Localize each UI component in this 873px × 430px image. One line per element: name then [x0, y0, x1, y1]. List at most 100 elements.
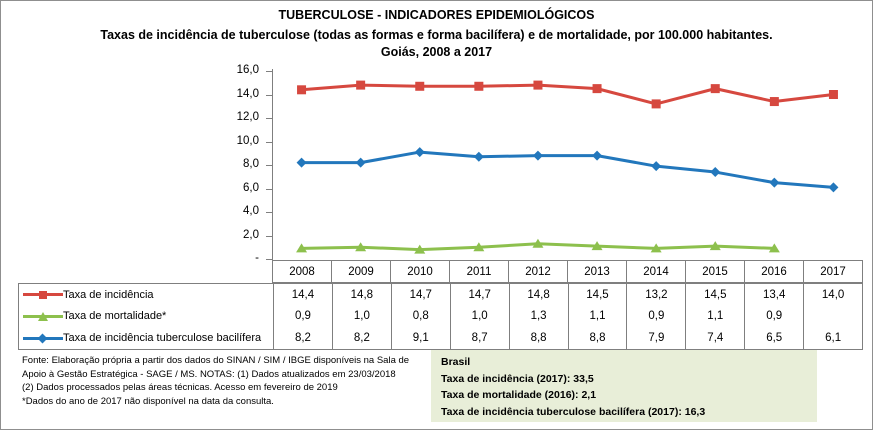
brasil-box-lines: Taxa de incidência (2017): 33,5 Taxa de m…: [441, 371, 807, 421]
triangle-marker-icon: [38, 311, 48, 321]
red-square-series-icon: [23, 288, 63, 302]
year-header-cell: 2013: [567, 261, 626, 282]
y-axis-tick-label: 12,0: [236, 111, 259, 123]
table-value-cell: 6,1: [803, 327, 862, 349]
y-axis-tick: [266, 188, 272, 190]
triangle-data-marker: [532, 238, 544, 248]
year-header-cell: 2010: [390, 261, 449, 282]
table-value-cell: 0,9: [744, 305, 803, 327]
table-value-cell: 14,7: [390, 284, 450, 305]
square-data-marker: [828, 90, 838, 99]
diamond-data-marker: [828, 182, 839, 193]
square-data-marker: [651, 99, 661, 109]
diamond-data-marker: [296, 157, 307, 168]
brasil-box-title: Brasil: [441, 356, 471, 368]
table-value-cell: 7,4: [685, 327, 744, 349]
row-values-incidencia: 14,4 14,8 14,7 14,7 14,8 14,5 13,2 14,5 13,4 14,0: [273, 284, 862, 305]
table-value-cell: 8,2: [273, 327, 332, 349]
table-value-cell: 14,5: [685, 284, 744, 305]
square-data-marker: [592, 84, 602, 94]
triangle-data-marker: [650, 243, 662, 253]
table-value-cell: 1,0: [331, 305, 391, 327]
table-value-cell: 9,1: [390, 327, 450, 349]
year-header-cell: 2011: [449, 261, 508, 282]
y-axis-tick: [266, 94, 272, 96]
source-note-line: (2) Dados processados pelas áreas técnic…: [22, 382, 338, 393]
square-data-marker: [297, 85, 307, 95]
brasil-indicator-line: Taxa de mortalidade (2016): 2,1: [441, 389, 597, 401]
year-header-cell: 2012: [508, 261, 567, 282]
source-note-line: *Dados do ano de 2017 não disponível na …: [22, 395, 274, 407]
year-header-cell: 2015: [685, 261, 744, 282]
year-header-cell: 2009: [331, 261, 390, 282]
table-value-cell: 13,4: [744, 284, 803, 305]
table-value-cell: 8,8: [567, 327, 627, 349]
table-value-cell: 14,7: [449, 284, 509, 305]
table-value-cell: 14,8: [331, 284, 391, 305]
y-axis-tick: [266, 141, 272, 143]
square-data-marker: [769, 97, 779, 107]
y-axis-tick-label: 16,0: [236, 64, 259, 76]
blue-diamond-series-icon: [23, 331, 63, 345]
triangle-data-marker: [591, 241, 603, 251]
table-value-cell: 7,9: [626, 327, 685, 349]
table-value-cell: 6,5: [744, 327, 803, 349]
y-axis-tick: [266, 118, 272, 119]
source-notes: Fonte: Elaboração própria a partir dos d…: [22, 354, 430, 408]
table-value-cell: 14,5: [567, 284, 627, 305]
y-axis-tick: [266, 235, 272, 237]
brasil-reference-box: Brasil Taxa de incidência (2017): 33,5 Ta…: [431, 349, 817, 422]
series-line: [300, 150, 835, 189]
diamond-data-marker: [414, 147, 425, 158]
square-marker-icon: [39, 290, 47, 299]
source-note-line: Fonte: Elaboração própria a partir dos d…: [22, 355, 410, 366]
table-value-cell: 1,3: [508, 305, 568, 327]
y-axis-tick-label: 6,0: [243, 181, 259, 194]
row-values-mortalidade: 0,9 1,0 0,8 1,0 1,3 1,1 0,9 1,1 0,9: [273, 305, 862, 327]
source-note-line: Apoio à Gestão Estratégica - SAGE / MS. …: [22, 368, 396, 380]
triangle-data-marker: [355, 242, 367, 252]
line-chart-plot: [296, 80, 839, 254]
brasil-indicator-line: Taxa de incidência tuberculose bacilífer…: [441, 405, 706, 418]
legend-cell-mortalidade: Taxa de mortalidade*: [19, 305, 273, 327]
table-value-cell: 0,8: [390, 305, 450, 327]
diamond-data-marker: [592, 150, 603, 161]
brasil-indicator-line: Taxa de incidência (2017): 33,5: [441, 372, 594, 385]
table-value-cell: 13,2: [626, 284, 685, 305]
square-data-marker: [415, 81, 425, 91]
year-header-cell: 2014: [626, 261, 685, 282]
table-value-cell: 14,8: [508, 284, 568, 305]
year-header-cell: 2017: [803, 261, 862, 282]
legend-label-bacilifera: Taxa de incidência tuberculose bacilífer…: [63, 332, 262, 344]
diamond-data-marker: [473, 151, 484, 162]
y-axis-tick-label: 8,0: [243, 158, 259, 170]
diamond-data-marker: [651, 161, 662, 172]
diamond-marker-icon: [37, 333, 48, 343]
table-value-cell: 1,0: [449, 305, 509, 327]
y-axis-tick-label: -: [255, 252, 259, 264]
y-axis-tick: [266, 165, 272, 166]
row-values-bacilifera: 8,2 8,2 9,1 8,7 8,8 8,8 7,9 7,4 6,5 6,1: [273, 327, 862, 349]
diamond-data-marker: [769, 177, 780, 188]
triangle-data-marker: [473, 242, 485, 252]
square-data-marker: [533, 80, 543, 90]
chart-subtitle: Taxas de incidência de tuberculose (toda…: [100, 28, 773, 59]
y-axis-line: [272, 69, 273, 261]
table-value-cell: 8,8: [508, 327, 568, 349]
y-axis-tick-label: 2,0: [243, 228, 259, 241]
triangle-data-marker: [296, 243, 308, 253]
y-axis-tick-label: 10,0: [236, 134, 259, 147]
y-axis-tick: [266, 71, 272, 72]
year-header-cell: 2008: [289, 265, 315, 278]
legend-label-incidencia: Taxa de incidência: [63, 288, 154, 301]
table-row-mortalidade: Taxa de mortalidade* 0,9 1,0 0,8 1,0 1,3 1,1 0…: [18, 305, 863, 328]
square-data-marker: [356, 80, 366, 90]
table-value-cell: 14,4: [273, 284, 332, 305]
y-axis-tick-label: 4,0: [243, 205, 259, 217]
table-value-cell: 1,1: [685, 305, 744, 327]
y-axis-tick: [266, 259, 272, 260]
square-data-marker: [474, 81, 484, 91]
triangle-data-marker: [709, 241, 721, 251]
table-row-bacilifera: Taxa de incidência tuberculose bacilífer…: [18, 327, 863, 350]
